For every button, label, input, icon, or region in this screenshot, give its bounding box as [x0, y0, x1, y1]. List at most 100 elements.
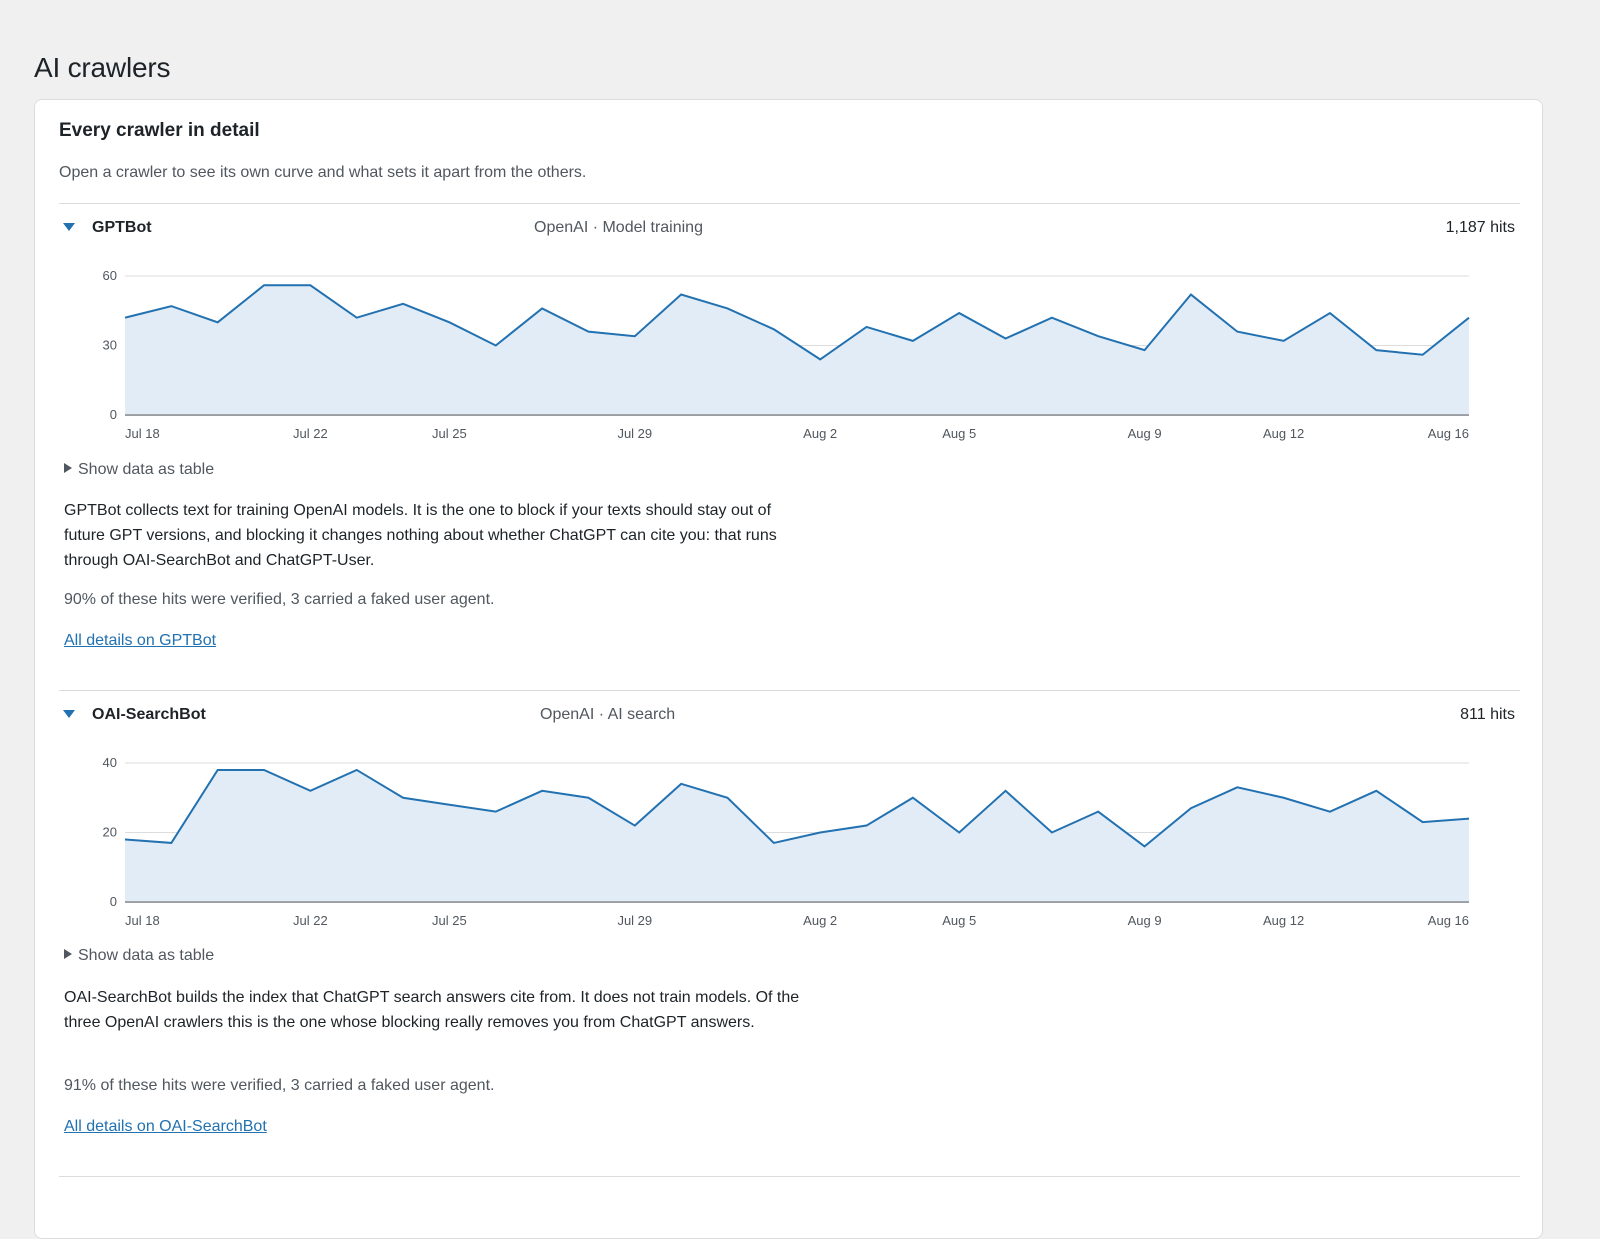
- data-point: [215, 767, 220, 772]
- data-point: [493, 343, 498, 348]
- y-tick-label: 30: [103, 338, 117, 353]
- x-tick-label: Jul 29: [617, 426, 652, 441]
- data-point: [1096, 334, 1101, 339]
- data-point: [1235, 785, 1240, 790]
- y-tick-label: 0: [110, 407, 117, 422]
- crawler-meta: OpenAI · AI search: [540, 706, 676, 723]
- data-point: [1142, 844, 1147, 849]
- data-point: [1049, 830, 1054, 835]
- data-point: [215, 320, 220, 325]
- data-point: [1374, 788, 1379, 793]
- data-point: [679, 292, 684, 297]
- crawler-hits: 1,187 hits: [1445, 219, 1515, 236]
- data-point: [1281, 338, 1286, 343]
- data-point: [1235, 329, 1240, 334]
- show-table-toggle[interactable]: Show data as table: [64, 461, 214, 479]
- hits-chart-oai-searchbot: 0 20 40 Jul 18 Jul 22 Jul 25 Jul 29 Aug 2 Aug 5 A…: [103, 755, 1470, 928]
- card-description: Open a crawler to see its own curve and …: [59, 164, 587, 181]
- caret-down-icon[interactable]: [63, 710, 75, 718]
- data-point: [1049, 315, 1054, 320]
- x-tick-label: Jul 22: [293, 426, 328, 441]
- data-point: [1374, 348, 1379, 353]
- crawler-name: OAI-SearchBot: [92, 706, 206, 723]
- crawler-description: GPTBot collects text for training OpenAI…: [64, 502, 777, 569]
- page-title: AI crawlers: [34, 52, 171, 83]
- data-point: [540, 306, 545, 311]
- x-tick-label: Aug 5: [942, 913, 976, 928]
- y-tick-label: 40: [103, 755, 117, 770]
- x-tick-label: Jul 22: [293, 913, 328, 928]
- show-table-label: Show data as table: [78, 461, 215, 478]
- x-tick-label: Aug 5: [942, 426, 976, 441]
- data-point: [1142, 348, 1147, 353]
- crawler-description: OAI-SearchBot builds the index that Chat…: [64, 989, 800, 1031]
- x-tick-label: Aug 9: [1128, 913, 1162, 928]
- show-table-toggle[interactable]: Show data as table: [64, 947, 214, 965]
- y-tick-label: 0: [110, 894, 117, 909]
- crawler-header-oai-searchbot[interactable]: OAI-SearchBot OpenAI · AI search 811 hit…: [59, 691, 1520, 743]
- crawler-detail-card: Every crawler in detail Open a crawler t…: [34, 99, 1543, 1239]
- data-point: [1327, 809, 1332, 814]
- x-tick-label: Jul 18: [125, 426, 160, 441]
- y-tick-label: 20: [103, 825, 117, 840]
- details-link-oai-searchbot[interactable]: All details on OAI-SearchBot: [64, 1118, 267, 1135]
- data-point: [1188, 806, 1193, 811]
- crawler-section-gptbot: GPTBot OpenAI · Model training 1,187 hit…: [59, 203, 1520, 690]
- data-point: [169, 840, 174, 845]
- data-point: [910, 795, 915, 800]
- data-point: [771, 327, 776, 332]
- crawler-meta: OpenAI · Model training: [534, 219, 703, 236]
- details-link-gptbot[interactable]: All details on GPTBot: [64, 632, 217, 649]
- x-tick-label: Aug 2: [803, 913, 837, 928]
- data-point: [1096, 809, 1101, 814]
- series-area: [125, 769, 1469, 902]
- data-point: [123, 837, 128, 842]
- series-line: [124, 768, 1470, 848]
- data-point: [818, 357, 823, 362]
- data-point: [864, 823, 869, 828]
- data-point: [957, 830, 962, 835]
- caret-right-icon: [64, 949, 72, 959]
- data-point: [308, 283, 313, 288]
- data-point: [632, 334, 637, 339]
- data-point: [864, 324, 869, 329]
- data-point: [679, 781, 684, 786]
- crawler-section-oai-searchbot: OAI-SearchBot OpenAI · AI search 811 hit…: [59, 690, 1520, 1177]
- data-point: [262, 283, 267, 288]
- x-tick-label: Aug 9: [1128, 426, 1162, 441]
- x-tick-label: Aug 16: [1428, 426, 1469, 441]
- data-point: [1467, 315, 1472, 320]
- x-tick-label: Aug 2: [803, 426, 837, 441]
- x-tick-label: Jul 29: [617, 913, 652, 928]
- show-table-label: Show data as table: [78, 947, 215, 964]
- data-point: [493, 809, 498, 814]
- data-point: [169, 304, 174, 309]
- data-point: [123, 315, 128, 320]
- crawler-header-gptbot[interactable]: GPTBot OpenAI · Model training 1,187 hit…: [59, 204, 1520, 256]
- data-point: [725, 795, 730, 800]
- verification-note: 90% of these hits were verified, 3 carri…: [64, 591, 495, 608]
- data-point: [586, 329, 591, 334]
- x-tick-label: Aug 12: [1263, 913, 1304, 928]
- data-point: [354, 315, 359, 320]
- data-point: [354, 767, 359, 772]
- data-point: [308, 788, 313, 793]
- series-line: [124, 284, 1470, 361]
- data-point: [818, 830, 823, 835]
- data-point: [1188, 292, 1193, 297]
- caret-down-icon[interactable]: [63, 223, 75, 231]
- verification-note: 91% of these hits were verified, 3 carri…: [64, 1077, 495, 1094]
- crawler-name: GPTBot: [92, 219, 152, 236]
- x-tick-label: Jul 25: [432, 913, 467, 928]
- data-point: [262, 767, 267, 772]
- data-point: [725, 306, 730, 311]
- data-point: [1420, 820, 1425, 825]
- x-tick-label: Aug 12: [1263, 426, 1304, 441]
- hits-chart-gptbot: 0 30 60 Jul 18 Jul 22 Jul 25 Jul 29 Aug 2 Aug 5 A…: [103, 268, 1472, 441]
- data-point: [447, 320, 452, 325]
- data-point: [1281, 795, 1286, 800]
- y-tick-label: 60: [103, 268, 117, 283]
- data-point: [401, 301, 406, 306]
- series-area: [125, 285, 1469, 415]
- crawler-hits: 811 hits: [1460, 706, 1515, 723]
